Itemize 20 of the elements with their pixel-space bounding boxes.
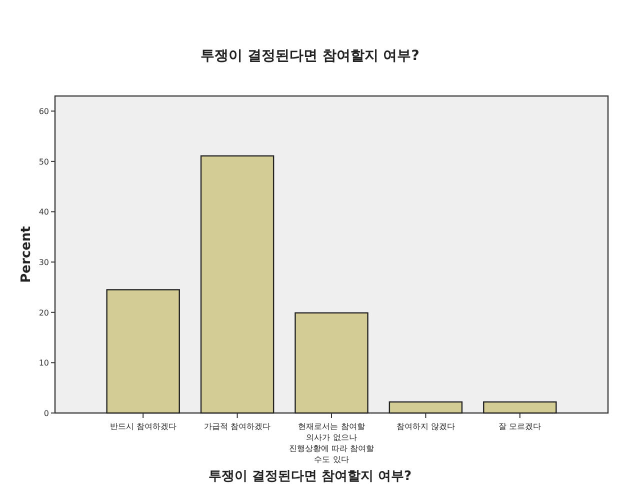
x-tick-label: 참여하지 않겠다 bbox=[396, 422, 455, 431]
x-tick-label: 가급적 참여하겠다 bbox=[204, 422, 271, 431]
y-tick-label: 30 bbox=[38, 258, 49, 268]
bar bbox=[483, 401, 557, 414]
x-tick-label: 현재로서는 참여할 의사가 없으나 진행상황에 따라 참여할 수도 있다 bbox=[288, 422, 374, 464]
x-tick-label: 반드시 참여하겠다 bbox=[110, 422, 176, 431]
y-tick-label: 10 bbox=[38, 358, 49, 368]
y-tick-label: 60 bbox=[38, 107, 49, 116]
y-tick-label: 50 bbox=[38, 157, 49, 166]
chart-title: 투쟁이 결정된다면 참여할지 여부? bbox=[200, 48, 420, 64]
x-tick-label: 잘 모르겠다 bbox=[498, 422, 542, 431]
bar bbox=[388, 401, 463, 414]
bar bbox=[106, 289, 180, 414]
y-tick-label: 40 bbox=[38, 208, 49, 217]
bar bbox=[200, 155, 274, 414]
bar bbox=[294, 312, 368, 414]
y-tick-label: 20 bbox=[38, 308, 49, 318]
y-axis-title: Percent bbox=[19, 226, 34, 283]
y-tick-label: 0 bbox=[44, 409, 49, 418]
x-axis-title: 투쟁이 결정된다면 참여할지 여부? bbox=[208, 469, 412, 484]
